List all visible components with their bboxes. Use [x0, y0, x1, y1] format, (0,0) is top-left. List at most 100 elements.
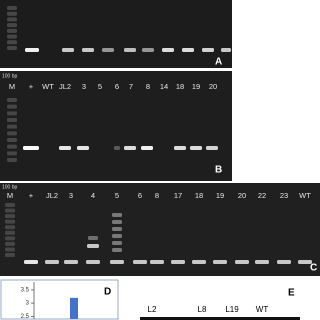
gel-band: [206, 146, 218, 150]
lane-label: 8: [155, 191, 159, 200]
gel-band: [235, 260, 249, 264]
lane-label: 19: [192, 82, 200, 91]
lane-label: L2: [148, 305, 157, 314]
gel-band: [221, 48, 231, 52]
bar: [70, 297, 78, 319]
panel-label: A: [215, 57, 222, 68]
gel-band: [7, 138, 17, 142]
gel-band: [5, 214, 15, 219]
gel-band: [7, 111, 17, 116]
gel-band: [7, 23, 17, 28]
gel-band: [192, 260, 206, 264]
gel-band: [5, 208, 15, 213]
gel-band: [150, 260, 164, 264]
gel-band: [7, 118, 17, 122]
gel-band: [5, 225, 15, 230]
gel-band: [141, 146, 153, 150]
gel-band: [59, 146, 71, 150]
lane-label: 19: [216, 191, 224, 200]
gel-band: [7, 104, 17, 109]
gel-band: [162, 48, 174, 52]
gel-band: [112, 248, 122, 252]
gel-band: [7, 11, 17, 16]
lane-label: +: [29, 191, 34, 200]
gel-band: [112, 220, 122, 224]
gel-b: [0, 71, 232, 181]
lane-label: +: [29, 82, 34, 91]
gel-band: [174, 146, 186, 150]
lane-label: 5: [115, 191, 119, 200]
gel-band: [45, 260, 59, 264]
gel-band: [7, 34, 17, 39]
lane-label: 3: [69, 191, 73, 200]
gel-band: [7, 6, 17, 10]
gel-band: [86, 260, 100, 264]
gel-band: [277, 260, 291, 264]
gel-band: [142, 48, 154, 52]
gel-band: [82, 48, 94, 52]
lane-label: 20: [238, 191, 246, 200]
gel-band: [5, 247, 15, 252]
gel-band: [190, 146, 202, 150]
gel-band: [24, 260, 38, 264]
lane-label: WT: [42, 82, 54, 91]
gel-band: [25, 48, 39, 52]
panel-label: D: [104, 287, 111, 298]
size-marker: 100 bp: [2, 184, 18, 190]
lane-label: 22: [258, 191, 266, 200]
gel-band: [64, 260, 78, 264]
lane-label: WT: [299, 191, 311, 200]
lane-label: 20: [209, 82, 217, 91]
gel-band: [7, 151, 17, 156]
gel-band: [5, 253, 15, 257]
gel-band: [5, 236, 15, 241]
gel-band: [77, 146, 89, 150]
lane-label: M: [9, 82, 15, 91]
gel-band: [133, 260, 147, 264]
lane-label: 8: [146, 82, 150, 91]
y-tick-label: 3: [26, 301, 30, 307]
gel-band: [213, 260, 227, 264]
gel-band: [62, 48, 74, 52]
lane-label: 14: [160, 82, 168, 91]
lane-label: JL2: [59, 82, 71, 91]
panel-label: E: [288, 288, 295, 299]
gel-band: [124, 48, 136, 52]
lane-label: 5: [98, 82, 102, 91]
lane-label: 6: [138, 191, 142, 200]
gel-band: [5, 203, 15, 207]
gel-band: [7, 40, 17, 45]
gel-band: [5, 230, 15, 235]
gel-band: [7, 17, 17, 22]
gel-e: [140, 317, 300, 320]
gel-band: [5, 241, 15, 246]
size-marker: 100 bp: [2, 73, 18, 79]
lane-label: 3: [82, 82, 86, 91]
gel-band: [112, 227, 122, 231]
gel-band: [7, 124, 17, 129]
lane-label: M: [7, 191, 13, 200]
gel-band: [88, 236, 98, 240]
gel-band: [298, 260, 312, 264]
lane-label: 17: [174, 191, 182, 200]
lane-label: L19: [225, 305, 239, 314]
y-tick-label: 3.5: [21, 288, 30, 294]
gel-band: [7, 158, 17, 162]
gel-band: [7, 98, 17, 102]
y-tick-label: 2.5: [21, 314, 30, 320]
lane-label: 23: [280, 191, 288, 200]
lane-label: 4: [91, 191, 95, 200]
gel-band: [23, 146, 39, 150]
lane-label: 7: [129, 82, 133, 91]
gel-band: [255, 260, 269, 264]
gel-band: [112, 241, 122, 245]
lane-label: 18: [176, 82, 184, 91]
lane-label: 6: [115, 82, 119, 91]
gel-band: [110, 260, 124, 264]
lane-label: 18: [195, 191, 203, 200]
gel-band: [112, 234, 122, 238]
gel-band: [182, 48, 194, 52]
lane-label: WT: [256, 305, 269, 314]
lane-label: L8: [198, 305, 207, 314]
